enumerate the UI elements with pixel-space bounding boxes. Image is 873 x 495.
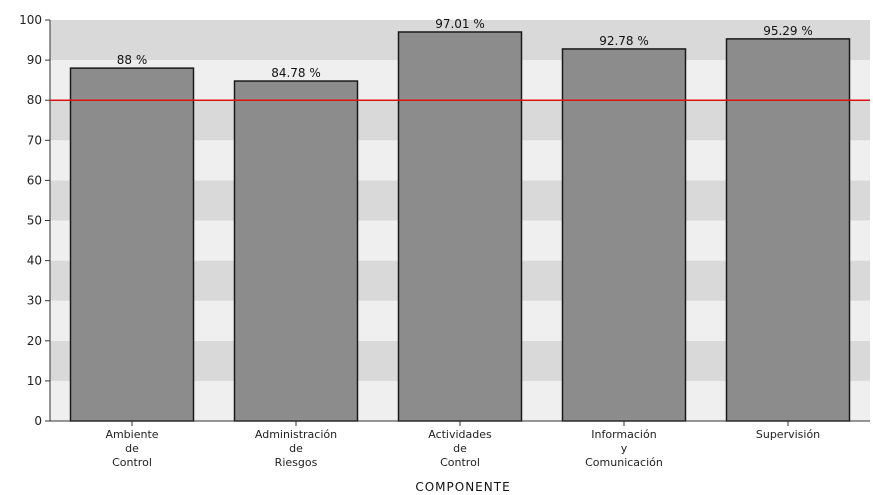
bar xyxy=(233,80,359,422)
y-tick-label: 0 xyxy=(34,414,42,428)
data-label: 84.78 % xyxy=(271,66,321,80)
y-tick-label: 10 xyxy=(27,374,42,388)
y-tick-label: 40 xyxy=(27,254,42,268)
x-tick-label: Información y Comunicación xyxy=(585,428,663,469)
bar xyxy=(69,67,195,422)
y-tick-label: 70 xyxy=(27,133,42,147)
bars xyxy=(69,31,851,422)
y-tick-label: 20 xyxy=(27,334,42,348)
y-tick-label: 100 xyxy=(19,13,42,27)
x-tick-label: Administración de Riesgos xyxy=(255,428,337,469)
bar xyxy=(725,38,851,422)
y-tick-label: 80 xyxy=(27,93,42,107)
x-tick-label: Ambiente de Control xyxy=(105,428,158,469)
x-axis: Ambiente de Control Administración de Riesgos… xyxy=(50,420,870,469)
data-labels: 88 % 84.78 % 97.01 % 92.78 % 95.29 % xyxy=(117,17,813,80)
y-tick-label: 60 xyxy=(27,173,42,187)
x-axis-title: COMPONENTE xyxy=(415,480,510,494)
x-tick-label: Actividades de Control xyxy=(428,428,492,469)
y-tick-label: 50 xyxy=(27,214,42,228)
x-tick-label: Supervisión xyxy=(756,428,820,441)
bar xyxy=(561,48,687,422)
y-tick-label: 90 xyxy=(27,53,42,67)
data-label: 92.78 % xyxy=(599,34,649,48)
bar xyxy=(397,31,523,422)
data-label: 95.29 % xyxy=(763,24,813,38)
data-label: 97.01 % xyxy=(435,17,485,31)
y-tick-label: 30 xyxy=(27,294,42,308)
data-label: 88 % xyxy=(117,53,148,67)
y-axis: 0 10 20 30 40 50 60 70 80 90 100 xyxy=(19,13,51,428)
